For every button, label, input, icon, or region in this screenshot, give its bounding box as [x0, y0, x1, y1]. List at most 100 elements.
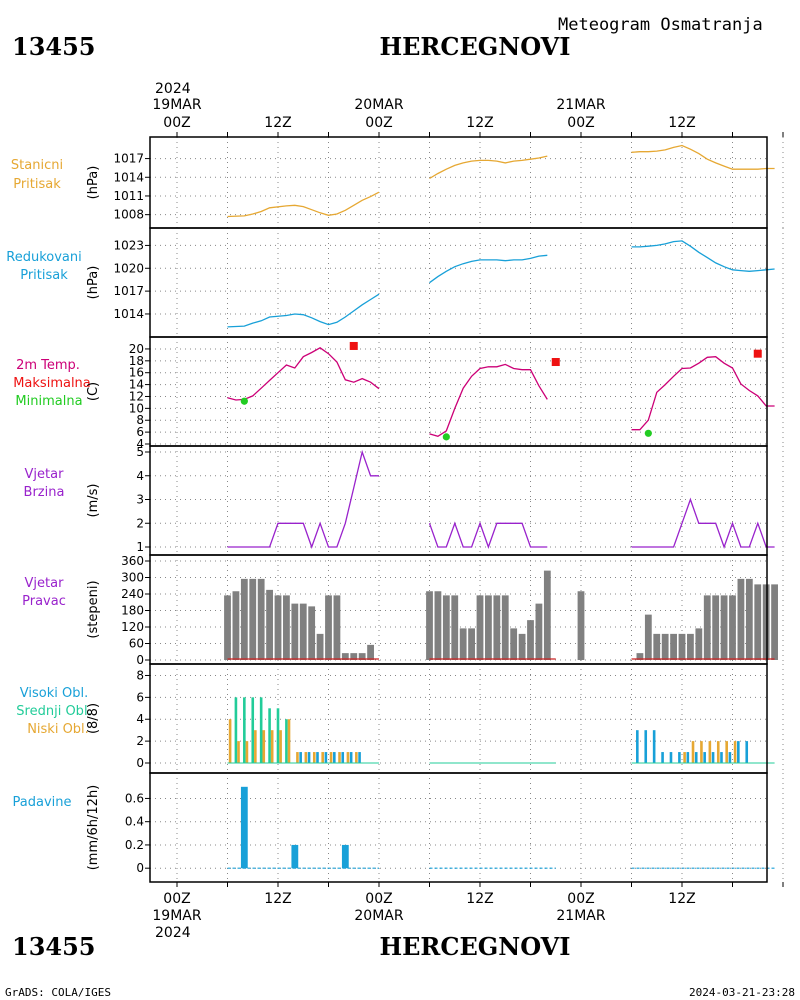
unit-label: (stepeni) [86, 580, 101, 638]
tmax-marker [349, 341, 358, 350]
top-hour-label: 12Z [668, 115, 695, 131]
panel-label-line: 2m Temp. [16, 358, 80, 373]
wind-direction-bar [266, 589, 273, 660]
precip-bar [341, 844, 349, 869]
panel-frame [149, 227, 768, 338]
cloud-bar [341, 752, 345, 763]
top-date-label: 21MAR [556, 97, 605, 113]
y-tick-label: 1008 [113, 208, 144, 222]
label-station-pressure: Stanicni Pritisak [11, 158, 63, 192]
y-tick-label: 3 [136, 493, 144, 507]
series-line [631, 144, 775, 170]
y-tick-label: 1017 [113, 284, 144, 298]
y-tick-label: 360 [121, 554, 144, 568]
panel-precipitation: 0 0.2 0.4 0.6 (mm/6h/12h) [86, 772, 784, 883]
cloud-bar [745, 741, 749, 763]
bottom-hour-label: 00Z [163, 891, 190, 907]
top-year-label: 2024 [155, 81, 191, 97]
y-tick-label: 8 [136, 668, 144, 682]
top-date-label: 19MAR [152, 97, 201, 113]
series-line [631, 497, 775, 549]
wind-direction-bar [224, 595, 231, 660]
top-date-label: 20MAR [354, 97, 403, 113]
wind-direction-bar [325, 595, 332, 660]
wind-direction-bar [644, 614, 652, 660]
cloud-bar [307, 752, 311, 763]
cloud-bar [270, 730, 274, 763]
panels-layer: 1008101110141017(hPa)1014101710201023(hP… [86, 132, 784, 887]
cloud-bar [321, 752, 324, 763]
panel-wind-speed: 1 2 3 4 5 (m/s) [86, 445, 784, 556]
series-line [429, 155, 548, 180]
panel-frame [149, 136, 768, 229]
cloud-bar [661, 752, 664, 763]
bottom-date-label: 20MAR [354, 908, 403, 924]
series-line [227, 191, 380, 218]
y-tick-label: 6 [136, 690, 144, 704]
wind-direction-bar [341, 653, 349, 660]
y-tick-label: 10 [129, 401, 144, 415]
cloud-bar [237, 741, 240, 763]
cloud-bar [691, 741, 695, 763]
top-hour-label: 12Z [264, 115, 291, 131]
panel-frame [149, 772, 768, 883]
panel-label-line: Pritisak [13, 177, 61, 192]
series-line [631, 240, 775, 272]
panel-label-line: Pritisak [20, 268, 68, 283]
y-tick-label: 120 [121, 620, 144, 634]
station-name-bottom: HERCEGNOVI [379, 932, 570, 961]
wind-direction-bar [434, 591, 442, 660]
y-tick-label: 12 [129, 389, 144, 403]
y-tick-label: 18 [129, 354, 144, 368]
wind-direction-bar [712, 595, 720, 660]
y-tick-label: 300 [121, 571, 144, 585]
wind-direction-bar [527, 620, 534, 660]
series-line [429, 254, 548, 284]
panel-label-line: Maksimalna [13, 376, 91, 391]
wind-direction-bar [493, 595, 501, 660]
cloud-bar [287, 719, 291, 763]
y-tick-label: 1017 [113, 152, 144, 166]
cloud-bar [243, 697, 246, 763]
wind-direction-bar [687, 633, 694, 660]
y-tick-label: 240 [121, 587, 144, 601]
label-wind-direction: Vjetar Pravac [22, 576, 66, 609]
top-hour-label: 00Z [365, 115, 392, 131]
y-tick-label: 0 [136, 861, 144, 875]
wind-direction-bar [729, 595, 736, 660]
label-reduced-pressure: Redukovani Pritisak [6, 250, 81, 283]
cloud-bar [251, 697, 255, 763]
cloud-bar [694, 752, 698, 763]
wind-direction-bar [745, 578, 753, 660]
wind-direction-bar [703, 595, 711, 660]
wind-direction-bar [283, 595, 290, 660]
top-hour-label: 12Z [466, 115, 493, 131]
bottom-hour-label: 12Z [668, 891, 695, 907]
wind-direction-bar [468, 628, 475, 660]
cloud-bar [228, 719, 232, 763]
wind-direction-bar [426, 591, 433, 660]
wind-direction-bar [695, 628, 703, 660]
y-tick-label: 0 [136, 653, 144, 667]
bottom-date-label: 19MAR [152, 908, 201, 924]
panel-clouds: 0 2 4 6 8 (8/8) [86, 663, 784, 774]
wind-direction-bar [535, 603, 543, 660]
wind-direction-bar [249, 578, 257, 660]
panel-reduced-pressure: 1014 1017 1020 1023 (hPa) [86, 227, 784, 338]
y-tick-label: 0.2 [125, 838, 144, 852]
y-tick-label: 6 [136, 425, 144, 439]
tmax-marker [753, 349, 762, 358]
wind-direction-bar [367, 644, 374, 660]
y-tick-label: 1014 [113, 307, 144, 321]
cloud-bar [268, 708, 271, 763]
y-tick-label: 1020 [113, 261, 144, 275]
y-tick-label: 1 [136, 540, 144, 554]
tmin-marker [442, 433, 450, 441]
bottom-hour-label: 12Z [466, 891, 493, 907]
cloud-bar [728, 752, 732, 763]
wind-direction-bar [737, 578, 745, 660]
series-line [227, 347, 380, 401]
panel-frame [149, 336, 768, 447]
panel-label-line: Brzina [24, 485, 65, 500]
